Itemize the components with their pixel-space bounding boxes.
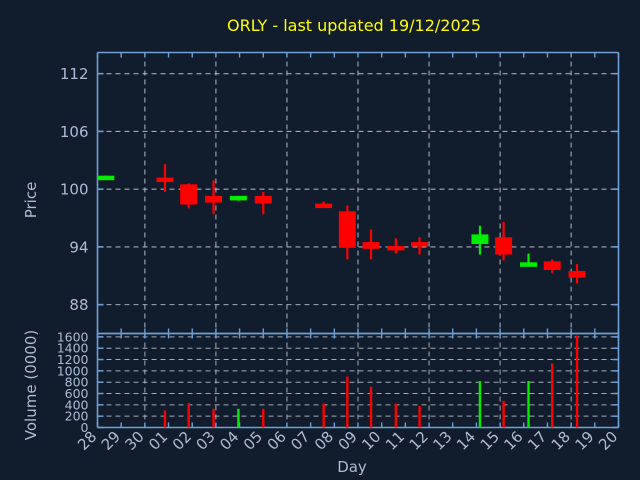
x-axis-label: Day — [337, 458, 367, 476]
price-tick-label: 94 — [69, 238, 88, 256]
candlestick — [568, 264, 586, 284]
candlestick — [520, 253, 538, 267]
volume-tick-label: 200 — [65, 409, 89, 424]
price-tick-label: 106 — [60, 123, 89, 141]
volume-tick-label: 0 — [81, 420, 89, 435]
x-axis-tick-labels: 2829300102030405060708091011121314151617… — [74, 428, 621, 454]
candlestick — [205, 180, 223, 215]
price-tick-label: 88 — [69, 296, 88, 314]
volume-tick-label: 800 — [65, 375, 89, 390]
candlestick — [362, 229, 380, 260]
candlestick — [180, 183, 198, 209]
price-tick-label: 112 — [60, 65, 89, 83]
candlestick — [387, 238, 405, 254]
candlestick — [156, 164, 174, 193]
price-axis-label: Price — [22, 182, 40, 219]
candlestick — [229, 195, 247, 201]
candlestick — [315, 201, 333, 209]
volume-tick-label: 1200 — [57, 352, 89, 367]
candlestick — [471, 225, 489, 255]
volume-tick-label: 1600 — [57, 329, 89, 344]
volume-axis-label: Volume (0000) — [22, 330, 40, 440]
volume-tick-label: 1400 — [57, 341, 89, 356]
candlestick — [411, 237, 429, 255]
price-panel: 88 94 100 106 112 — [60, 51, 620, 335]
price-tick-label: 100 — [60, 181, 89, 199]
candlestick — [338, 205, 356, 260]
volume-tick-label: 400 — [65, 397, 89, 412]
volume-tick-label: 1000 — [57, 363, 89, 378]
candlestick — [97, 175, 115, 181]
chart-title: ORLY - last updated 19/12/2025 — [227, 16, 481, 35]
candlestick — [495, 221, 513, 261]
candlestick — [254, 192, 272, 215]
volume-tick-label: 600 — [65, 386, 89, 401]
candlestick — [543, 259, 561, 273]
